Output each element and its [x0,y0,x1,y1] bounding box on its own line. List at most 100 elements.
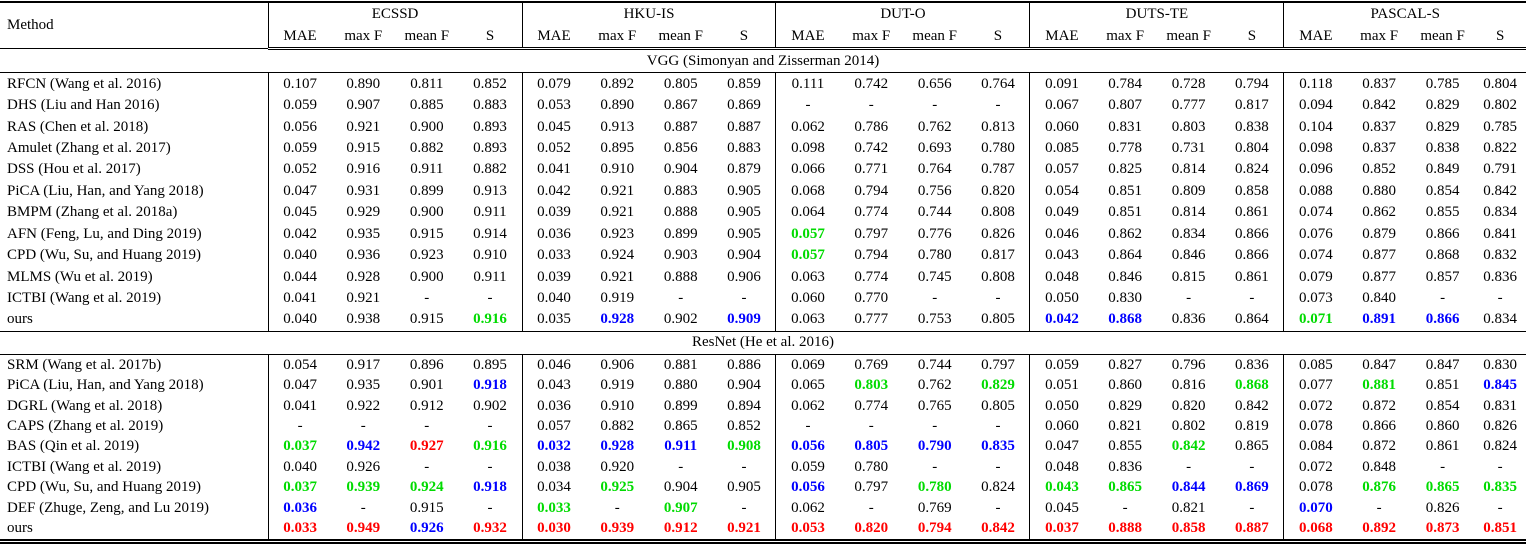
value-cell: 0.817 [966,244,1031,267]
method-cell: ICTBI (Wang et al. 2019) [0,457,269,478]
value-cell: 0.104 [1299,118,1333,135]
value-cell: 0.771 [854,161,889,178]
value-cell: 0.765 [917,397,952,414]
value-cell: 0.830 [1483,356,1518,373]
value-cell: 0.085 [1045,139,1079,156]
value-cell: - [458,457,523,478]
value-cell: 0.803 [1171,118,1206,135]
value-cell: 0.777 [1171,97,1206,114]
value-cell: 0.038 [537,458,571,475]
value-cell: 0.794 [917,520,952,537]
value-cell: - [868,97,874,114]
value-cell: 0.084 [1299,438,1333,455]
value-cell: 0.836 [1108,458,1143,475]
value-cell: 0.907 [663,499,698,516]
value-cell: 0.915 [409,499,444,516]
value-cell: 0.865 [1425,479,1460,496]
value-cell: 0.846 [1171,247,1206,264]
value-cell: 0.921 [346,118,381,135]
table-header: Method ECSSD HKU-IS DUT-O DUTS-TE PASCAL… [0,2,1526,50]
metric-header-dut-o-max-f: max F [839,25,903,50]
value-cell: 0.728 [1171,75,1206,92]
value-cell: 0.917 [346,356,381,373]
value-cell: 0.036 [537,225,571,242]
value-cell: 0.046 [1045,225,1079,242]
value-cell: 0.923 [600,225,635,242]
value-cell: 0.876 [1362,479,1396,496]
value-cell: - [458,497,523,519]
value-cell: - [1122,499,1128,516]
value-cell: 0.056 [791,479,825,496]
value-cell: 0.820 [854,520,889,537]
value-cell: 0.852 [458,72,523,95]
table-row: PiCA (Liu, Han, and Yang 2018) 0.047 0.931… [0,180,1526,203]
value-cell: 0.896 [409,356,444,373]
value-cell: 0.805 [966,395,1031,417]
value-cell: 0.037 [283,479,317,496]
value-cell: 0.901 [409,377,444,394]
table-row: AFN (Feng, Lu, and Ding 2019) 0.042 0.935 0… [0,223,1526,245]
value-cell: 0.811 [410,75,444,92]
value-cell: 0.745 [917,268,952,285]
value-cell: 0.895 [600,139,635,156]
method-cell: DEF (Zhuge, Zeng, and Lu 2019) [0,497,269,519]
value-cell: 0.921 [712,518,777,542]
value-cell: 0.892 [1362,520,1396,537]
value-cell: 0.036 [537,397,571,414]
value-cell: 0.042 [1045,311,1079,328]
method-column-header: Method [0,2,269,49]
dataset-header-duts-te: DUTS-TE [1029,2,1285,25]
value-cell: 0.852 [712,416,777,437]
value-cell: 0.803 [854,377,889,394]
value-cell: 0.785 [1483,118,1518,135]
value-cell: - [678,289,684,306]
value-cell: 0.794 [854,182,889,199]
value-cell: 0.935 [346,225,381,242]
value-cell: 0.916 [346,161,381,178]
method-cell: MLMS (Wu et al. 2019) [0,266,269,288]
value-cell: 0.911 [458,202,523,224]
value-cell: 0.936 [346,247,381,264]
value-cell: 0.804 [1483,75,1518,92]
value-cell: 0.073 [1299,289,1333,306]
value-cell: 0.764 [917,161,952,178]
value-cell: 0.855 [1425,204,1460,221]
value-cell: 0.802 [1171,417,1206,434]
value-cell: 0.928 [600,438,635,455]
method-cell: ours [0,309,269,332]
value-cell: 0.900 [409,118,444,135]
value-cell: 0.939 [346,479,381,496]
value-cell: 0.902 [458,395,523,417]
value-cell: 0.044 [283,268,317,285]
value-cell: 0.855 [1108,438,1143,455]
value-cell: 0.047 [1045,438,1079,455]
value-cell: 0.929 [346,204,381,221]
value-cell: 0.091 [1045,75,1079,92]
table-row: CAPS (Zhang et al. 2019) - - - -0.057 0.882 0.… [0,416,1526,437]
value-cell: 0.866 [1220,244,1285,267]
value-cell: 0.928 [600,311,635,328]
value-cell: 0.860 [1425,417,1460,434]
value-cell: 0.926 [346,458,381,475]
value-cell: 0.911 [458,266,523,288]
value-cell: 0.845 [1483,377,1518,394]
value-cell: 0.041 [283,289,317,306]
value-cell: 0.040 [283,458,317,475]
value-cell: 0.911 [664,438,698,455]
method-cell: ours [0,518,269,542]
value-cell: 0.865 [663,417,698,434]
metric-header-duts-te-s: S [1220,25,1285,50]
value-cell: 0.807 [1108,97,1143,114]
value-cell: - [712,457,777,478]
metric-header-ecssd-s: S [458,25,523,50]
value-cell: 0.821 [1171,499,1206,516]
value-cell: 0.831 [1483,397,1518,414]
table-row: PiCA (Liu, Han, and Yang 2018) 0.047 0.935… [0,375,1526,396]
value-cell: 0.076 [1299,225,1333,242]
value-cell: 0.062 [791,499,825,516]
metric-header-hku-is-mean-f: mean F [648,25,713,50]
value-cell: 0.916 [458,436,523,458]
value-cell: 0.774 [854,397,889,414]
value-cell: 0.923 [409,247,444,264]
